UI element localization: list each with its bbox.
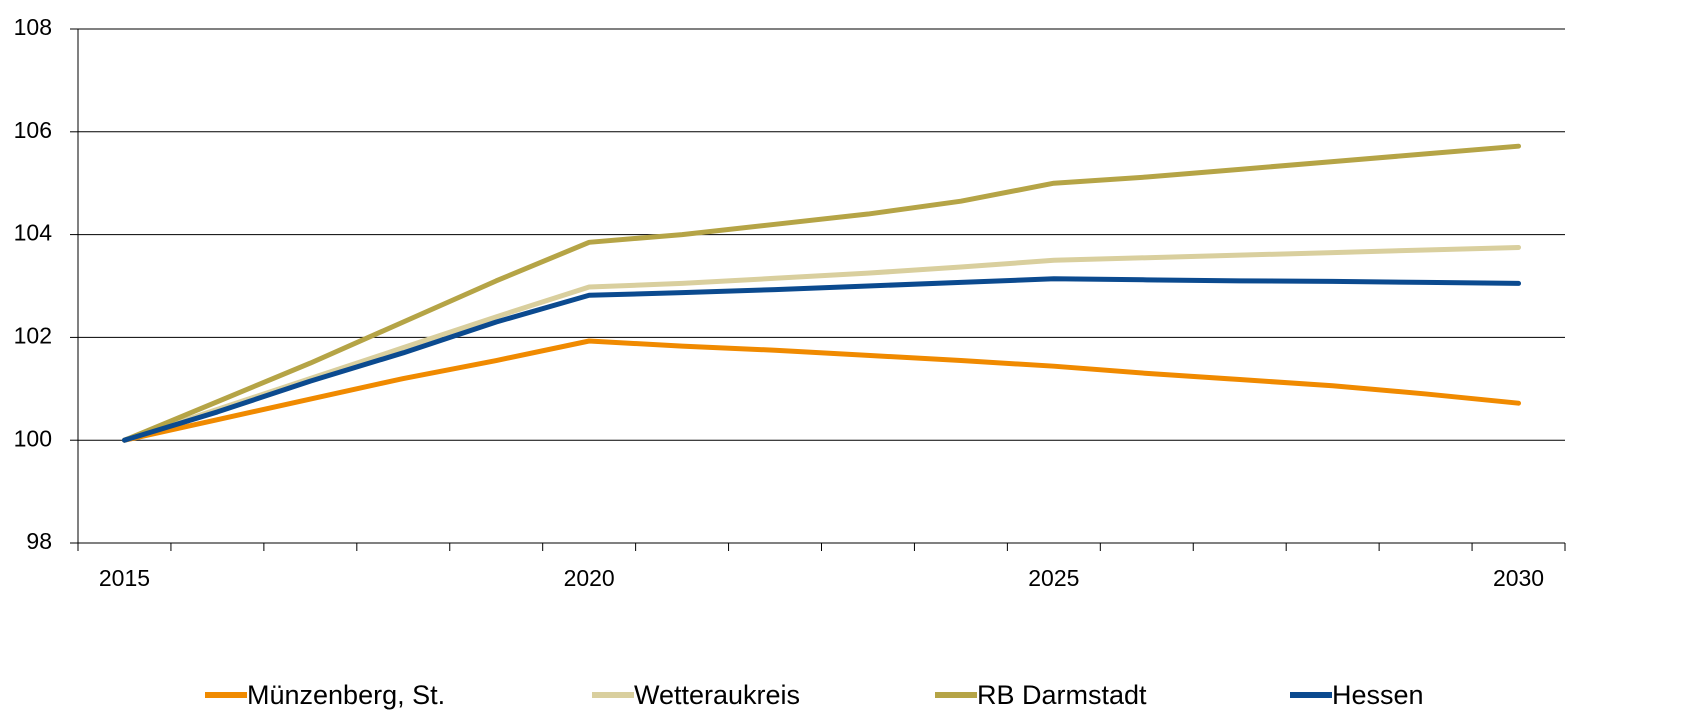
- x-tick-label: 2030: [1493, 565, 1544, 591]
- legend-label: Münzenberg, St.: [247, 680, 445, 710]
- legend-label: RB Darmstadt: [977, 680, 1147, 710]
- legend-label: Hessen: [1332, 680, 1424, 710]
- y-tick-label: 108: [14, 14, 52, 40]
- x-tick-label: 2020: [564, 565, 615, 591]
- legend-label: Wetteraukreis: [634, 680, 800, 710]
- y-tick-label: 100: [14, 425, 52, 451]
- x-tick-label: 2015: [99, 565, 150, 591]
- y-tick-label: 104: [14, 220, 53, 246]
- series-line: [121, 244, 1522, 443]
- series-line: [121, 143, 1522, 443]
- y-tick-label: 106: [14, 117, 52, 143]
- x-tick-label: 2025: [1028, 565, 1079, 591]
- y-tick-label: 98: [26, 528, 52, 554]
- y-tick-label: 102: [14, 322, 52, 348]
- series-line: [121, 338, 1522, 443]
- series-line: [121, 276, 1522, 443]
